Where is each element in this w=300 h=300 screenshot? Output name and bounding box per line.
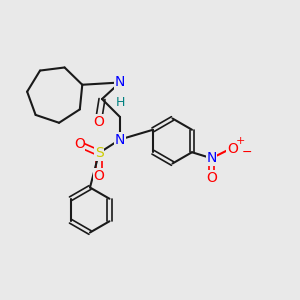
- Text: N: N: [115, 133, 125, 146]
- Text: N: N: [206, 151, 217, 165]
- Text: O: O: [74, 137, 85, 151]
- Text: −: −: [242, 146, 252, 159]
- Text: O: O: [94, 169, 104, 182]
- Text: O: O: [227, 142, 238, 156]
- Text: +: +: [235, 136, 245, 146]
- Text: H: H: [115, 95, 125, 109]
- Text: N: N: [115, 76, 125, 89]
- Text: O: O: [93, 115, 104, 128]
- Text: S: S: [94, 146, 103, 160]
- Text: O: O: [206, 171, 217, 185]
